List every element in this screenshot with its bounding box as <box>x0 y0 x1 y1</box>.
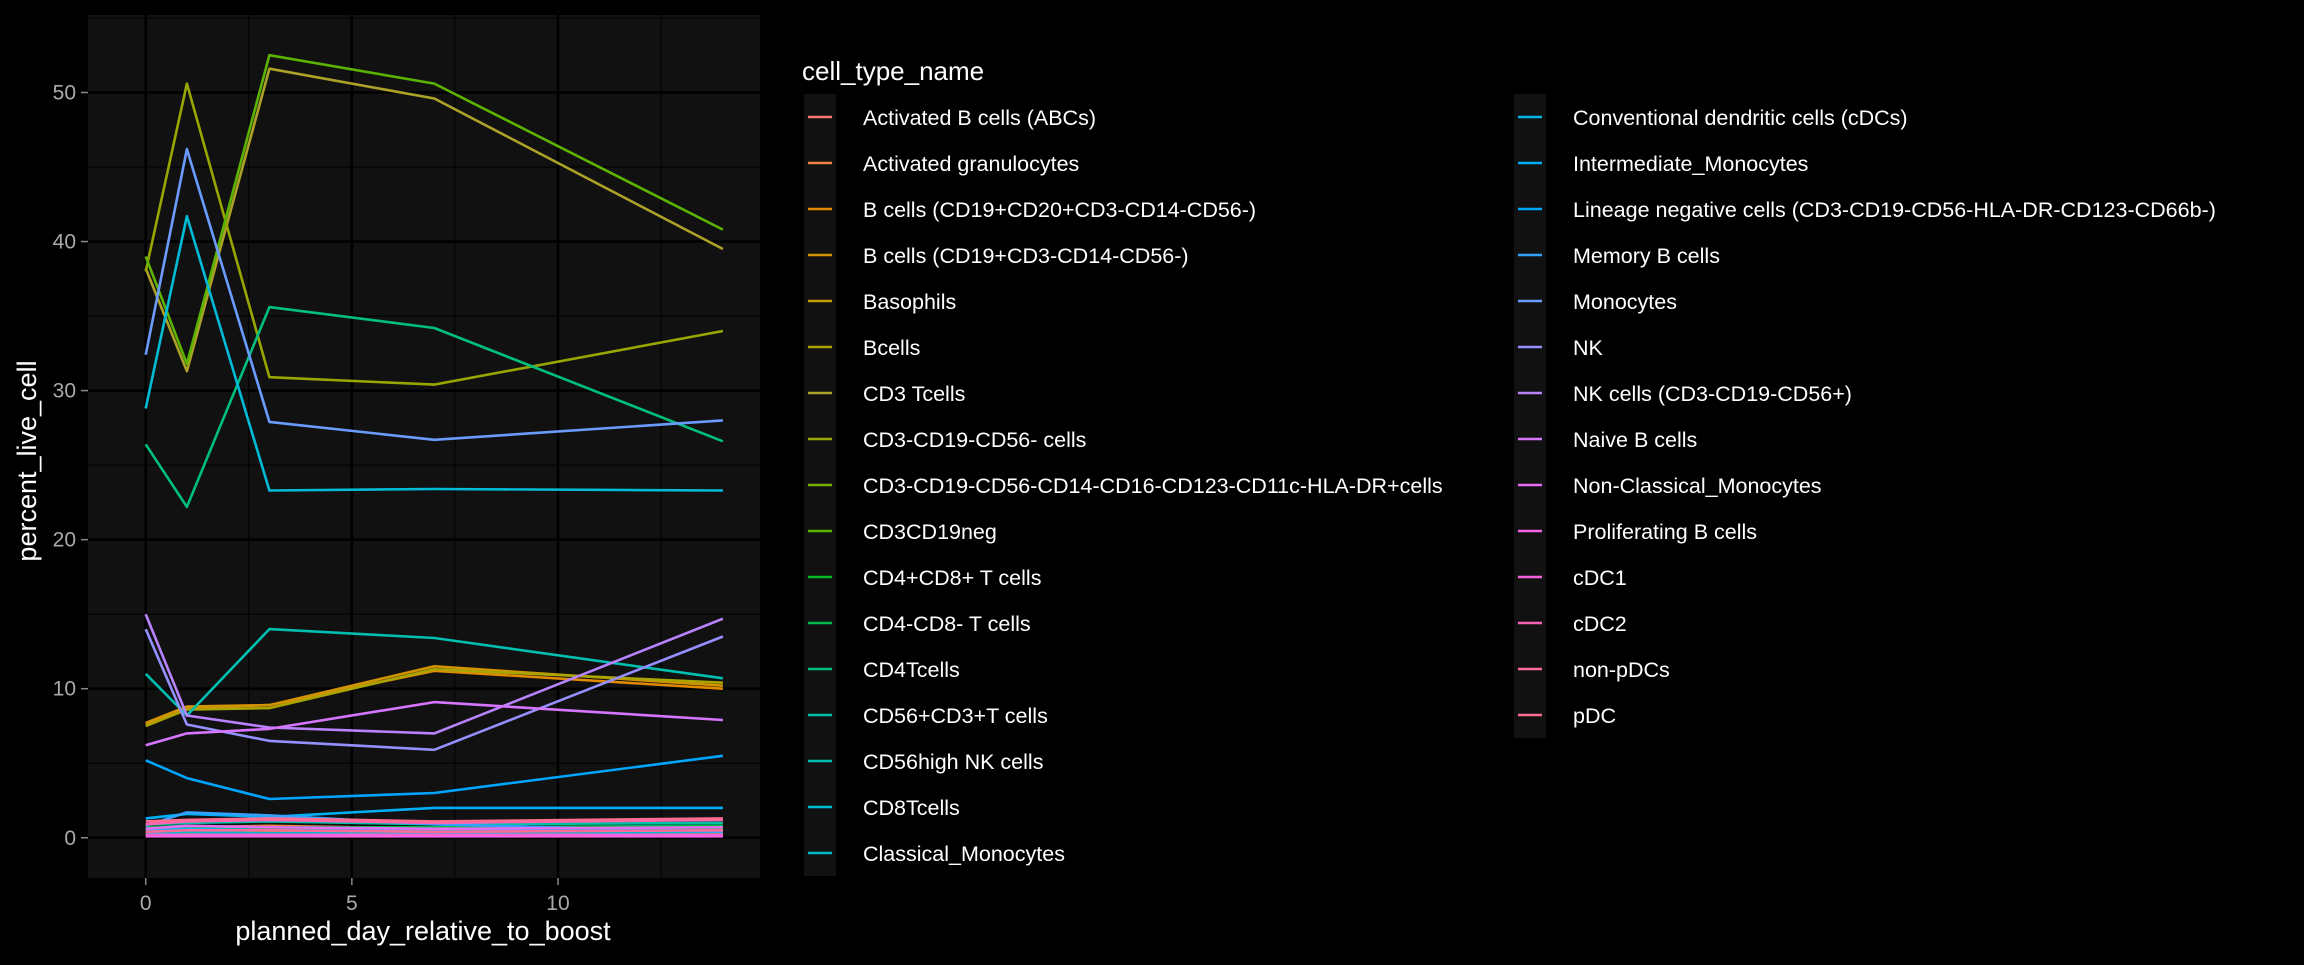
legend-label-23: NK cells (CD3-CD19-CD56+) <box>1573 382 1852 406</box>
legend-label-14: CD56high NK cells <box>863 750 1043 774</box>
legend-label-21: Monocytes <box>1573 290 1677 314</box>
legend-label-13: CD56+CD3+T cells <box>863 704 1048 728</box>
legend-label-30: pDC <box>1573 704 1616 728</box>
y-tick-label: 0 <box>64 827 76 850</box>
legend-label-29: non-pDCs <box>1573 658 1670 682</box>
series-line-30 <box>145 817 723 823</box>
legend-label-8: CD3-CD19-CD56-CD14-CD16-CD123-CD11c-HLA-… <box>863 474 1443 498</box>
x-tick-label: 0 <box>140 892 152 915</box>
legend-label-4: Basophils <box>863 290 956 314</box>
series-line-12 <box>144 305 724 509</box>
legend-label-12: CD4Tcells <box>863 658 960 682</box>
legend-label-27: cDC1 <box>1573 566 1627 590</box>
legend-label-20: Memory B cells <box>1573 244 1720 268</box>
series-line-22 <box>144 628 724 752</box>
series-line-20 <box>145 811 723 834</box>
legend-label-25: Non-Classical_Monocytes <box>1573 474 1822 498</box>
x-axis-title: planned_day_relative_to_boost <box>235 916 611 946</box>
legend-label-24: Naive B cells <box>1573 428 1697 452</box>
legend-label-17: Conventional dendritic cells (cDCs) <box>1573 106 1908 130</box>
legend-label-26: Proliferating B cells <box>1573 520 1757 544</box>
y-tick-label: 40 <box>53 231 76 254</box>
series-line-25 <box>145 824 723 831</box>
axes: 0 5 10 0 10 20 30 40 50 <box>53 82 570 915</box>
legend-label-19: Lineage negative cells (CD3-CD19-CD56-HL… <box>1573 198 2216 222</box>
legend-label-5: Bcells <box>863 336 920 360</box>
legend-label-18: Intermediate_Monocytes <box>1573 152 1808 176</box>
series-line-18 <box>145 806 723 820</box>
y-tick-label: 10 <box>53 678 76 701</box>
series-line-23 <box>144 613 724 735</box>
legend-label-3: B cells (CD19+CD3-CD14-CD56-) <box>863 244 1189 268</box>
series-line-9 <box>144 53 724 366</box>
series-line-28 <box>145 818 723 826</box>
legend-label-2: B cells (CD19+CD20+CD3-CD14-CD56-) <box>863 198 1256 222</box>
legend-label-9: CD3CD19neg <box>863 520 997 544</box>
legend-label-11: CD4-CD8- T cells <box>863 612 1031 636</box>
plot-panel <box>88 15 760 878</box>
legend-label-6: CD3 Tcells <box>863 382 965 406</box>
x-tick-label: 10 <box>546 892 569 915</box>
series-line-19 <box>145 754 724 801</box>
legend-title: cell_type_name <box>802 56 984 86</box>
series-line-29 <box>145 828 723 834</box>
legend-label-7: CD3-CD19-CD56- cells <box>863 428 1086 452</box>
series-line-14 <box>144 627 724 717</box>
y-tick-label: 50 <box>53 82 76 105</box>
legend-label-28: cDC2 <box>1573 612 1627 636</box>
y-tick-label: 20 <box>53 529 76 552</box>
series-line-15 <box>144 214 723 492</box>
y-tick-label: 30 <box>53 380 76 403</box>
x-tick-label: 5 <box>346 892 358 915</box>
legend-label-1: Activated granulocytes <box>863 152 1079 176</box>
series-line-5 <box>145 667 723 728</box>
series-line-24 <box>145 700 723 747</box>
legend-label-0: Activated B cells (ABCs) <box>863 106 1096 130</box>
series-line-16 <box>145 830 723 835</box>
y-axis-title: percent_live_cell <box>12 360 42 561</box>
legend-label-15: CD8Tcells <box>863 796 960 820</box>
legend-label-22: NK <box>1573 336 1604 360</box>
series-line-21 <box>144 147 723 442</box>
legend-key-background <box>1514 94 1546 738</box>
legend-label-10: CD4+CD8+ T cells <box>863 566 1041 590</box>
legend-label-16: Classical_Monocytes <box>863 842 1065 866</box>
series-line-6 <box>144 67 724 373</box>
legend: cell_type_name Activated B cells (ABCs) A… <box>802 56 2216 876</box>
